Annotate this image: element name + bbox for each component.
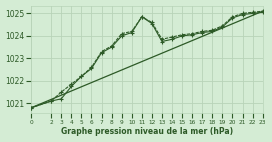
X-axis label: Graphe pression niveau de la mer (hPa): Graphe pression niveau de la mer (hPa)	[61, 127, 233, 136]
